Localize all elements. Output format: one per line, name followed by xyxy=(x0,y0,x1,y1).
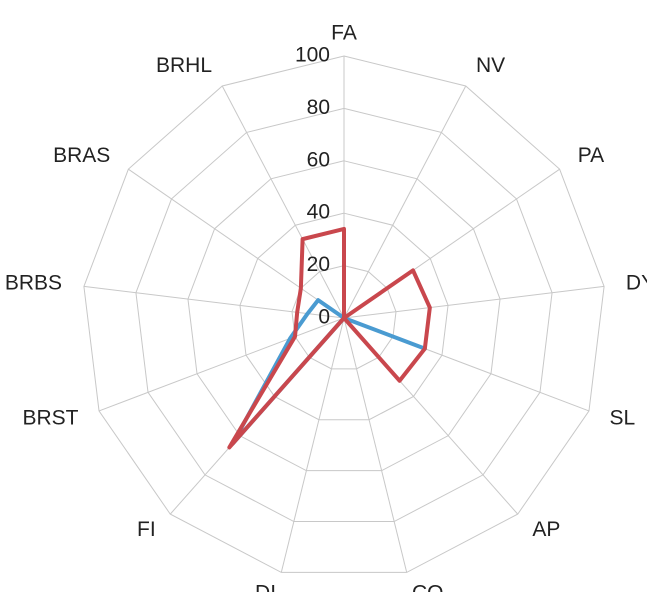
tick-label: 60 xyxy=(307,148,330,171)
grid-ring xyxy=(187,160,501,472)
spoke xyxy=(83,285,345,319)
tick-label: 40 xyxy=(307,201,330,224)
category-label: DY xyxy=(626,271,647,294)
spoke xyxy=(280,317,345,573)
grid-ring xyxy=(83,55,605,573)
spoke xyxy=(343,285,605,319)
series-line xyxy=(227,226,432,450)
category-label: PA xyxy=(578,144,604,167)
category-label: BRBS xyxy=(5,271,62,294)
tick-label: 20 xyxy=(307,253,330,276)
tick-label: 100 xyxy=(295,44,330,67)
grid-ring xyxy=(135,107,553,523)
spoke xyxy=(343,317,408,573)
spoke xyxy=(343,85,467,319)
category-label: BRHL xyxy=(156,54,212,77)
spoke xyxy=(221,85,345,319)
category-label: CO xyxy=(412,581,444,592)
category-label: AP xyxy=(532,518,560,541)
tick-label: 0 xyxy=(318,306,330,329)
category-label: SL xyxy=(610,406,636,429)
category-label: NV xyxy=(476,54,505,77)
category-label: BRST xyxy=(22,406,78,429)
grid-ring xyxy=(239,212,449,421)
spoke xyxy=(128,168,345,319)
category-label: FA xyxy=(331,22,357,45)
tick-label: 80 xyxy=(307,96,330,119)
category-label: FI xyxy=(137,518,156,541)
spoke xyxy=(98,317,345,412)
category-label: DI xyxy=(255,581,276,592)
category-label: BRAS xyxy=(53,144,110,167)
